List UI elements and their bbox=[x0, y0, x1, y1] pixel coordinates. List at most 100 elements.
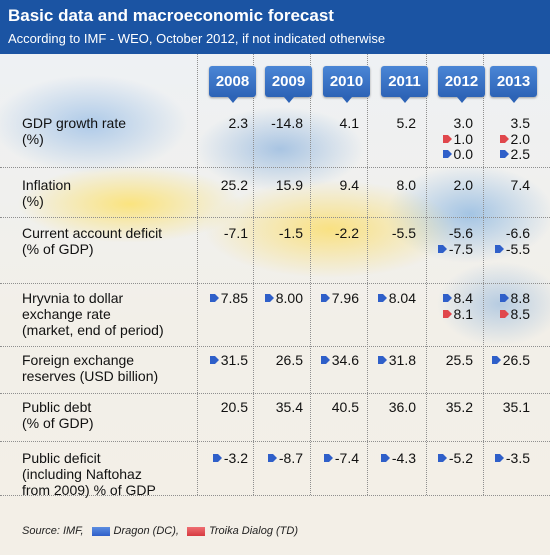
table-cell: 8.8 bbox=[499, 290, 530, 306]
row-label-line: (% of GDP) bbox=[22, 415, 94, 431]
legend-source: Source: IMF, bbox=[22, 525, 84, 537]
table-cell: -3.2 bbox=[212, 450, 248, 466]
header-banner: Basic data and macroeconomic forecast Ac… bbox=[0, 0, 550, 54]
column-divider bbox=[197, 54, 198, 495]
legend-troika-swatch bbox=[186, 526, 205, 536]
table-cell: -1.5 bbox=[279, 225, 303, 241]
table-cell: -4.3 bbox=[380, 450, 416, 466]
row-label-line: (market, end of period) bbox=[22, 322, 164, 338]
table-cell: -7.4 bbox=[323, 450, 359, 466]
legend-dragon-swatch bbox=[91, 526, 110, 536]
cell-value: 8.04 bbox=[388, 290, 416, 306]
row-label-line: Public deficit bbox=[22, 450, 101, 466]
cell-value: -1.5 bbox=[278, 225, 303, 241]
cell-value: -7.4 bbox=[334, 450, 359, 466]
cell-value: 8.00 bbox=[275, 290, 303, 306]
row-label-line: (% of GDP) bbox=[22, 241, 94, 257]
row-divider bbox=[0, 441, 550, 442]
table-cell: 8.0 bbox=[397, 177, 416, 193]
year-header-2008: 2008 bbox=[209, 66, 256, 103]
year-header-2013: 2013 bbox=[490, 66, 537, 103]
cell-value: 0.0 bbox=[453, 146, 473, 162]
legend-troika-label: Troika Dialog (TD) bbox=[208, 525, 298, 537]
row-label: Inflation (%) bbox=[22, 177, 71, 209]
cell-value: 25.2 bbox=[220, 177, 248, 193]
table-cell: 34.6 bbox=[320, 352, 359, 368]
row-label-line: (including Naftohaz bbox=[22, 466, 142, 482]
cell-value: 35.2 bbox=[445, 399, 473, 415]
row-label-line: exchange rate bbox=[22, 306, 111, 322]
cell-value: 2.3 bbox=[228, 115, 248, 131]
table-cell: 20.5 bbox=[221, 399, 248, 415]
cell-value: 26.5 bbox=[275, 352, 303, 368]
cell-value: 8.0 bbox=[396, 177, 416, 193]
cell-value: 5.2 bbox=[396, 115, 416, 131]
table-cell: 2.0 bbox=[454, 177, 473, 193]
cell-value: 7.4 bbox=[510, 177, 530, 193]
cell-value: 25.5 bbox=[445, 352, 473, 368]
table-cell: -6.6 bbox=[506, 225, 530, 241]
row-divider bbox=[0, 167, 550, 168]
year-header-2012: 2012 bbox=[438, 66, 485, 103]
cell-value: 36.0 bbox=[388, 399, 416, 415]
cell-value: -6.6 bbox=[505, 225, 530, 241]
cell-value: 3.0 bbox=[453, 115, 473, 131]
table-cell: 8.04 bbox=[377, 290, 416, 306]
cell-value: -7.5 bbox=[448, 240, 473, 257]
table-cell: 3.5 bbox=[511, 115, 530, 131]
flag-background-image bbox=[0, 54, 550, 510]
row-label: Foreign exchange reserves (USD billion) bbox=[22, 352, 158, 384]
cell-value: 20.5 bbox=[220, 399, 248, 415]
cell-value: 35.1 bbox=[502, 399, 530, 415]
row-label-line: reserves (USD billion) bbox=[22, 368, 159, 384]
table-cell: 8.00 bbox=[264, 290, 303, 306]
table-cell: 7.4 bbox=[511, 177, 530, 193]
row-label-line: from 2009) % of GDP bbox=[22, 482, 156, 498]
table-cell: 8.5 bbox=[499, 306, 530, 322]
table-cell: 36.0 bbox=[389, 399, 416, 415]
table-cell: 31.8 bbox=[377, 352, 416, 368]
cell-value: 1.0 bbox=[453, 130, 473, 147]
table-cell: 26.5 bbox=[276, 352, 303, 368]
cell-value: -5.5 bbox=[505, 240, 530, 257]
year-header-2009: 2009 bbox=[265, 66, 312, 103]
table-cell: 31.5 bbox=[209, 352, 248, 368]
cell-value: -7.1 bbox=[223, 225, 248, 241]
row-divider bbox=[0, 495, 550, 496]
table-cell: 0.0 bbox=[442, 146, 473, 162]
year-header-2010: 2010 bbox=[323, 66, 370, 103]
year-header-2011: 2011 bbox=[381, 66, 428, 103]
table-cell: 8.1 bbox=[442, 306, 473, 322]
column-divider bbox=[310, 54, 311, 495]
cell-value: 7.96 bbox=[331, 290, 359, 306]
row-divider bbox=[0, 393, 550, 394]
table-cell: 3.0 bbox=[454, 115, 473, 131]
cell-value: 26.5 bbox=[502, 352, 530, 368]
row-label-line: Current account deficit bbox=[22, 225, 163, 241]
table-cell: 35.1 bbox=[503, 399, 530, 415]
table-cell: 2.5 bbox=[499, 146, 530, 162]
cell-value: -8.7 bbox=[278, 450, 303, 466]
cell-value: 9.4 bbox=[339, 177, 359, 193]
table-cell: -14.8 bbox=[271, 115, 303, 131]
row-divider bbox=[0, 346, 550, 347]
table-cell: 35.2 bbox=[446, 399, 473, 415]
row-divider bbox=[0, 283, 550, 284]
cell-value: -3.5 bbox=[505, 450, 530, 466]
column-divider bbox=[426, 54, 427, 495]
row-label-line: Inflation bbox=[22, 177, 72, 193]
cell-value: 7.85 bbox=[220, 290, 248, 306]
cell-value: 2.0 bbox=[453, 177, 473, 193]
column-divider bbox=[483, 54, 484, 495]
table-cell: 4.1 bbox=[340, 115, 359, 131]
legend: Source: IMF, Dragon (DC), Troika Dialog … bbox=[22, 525, 298, 537]
table-cell: 25.2 bbox=[221, 177, 248, 193]
cell-value: 8.8 bbox=[510, 290, 530, 306]
table-cell: 15.9 bbox=[276, 177, 303, 193]
row-divider bbox=[0, 217, 550, 218]
table-cell: 40.5 bbox=[332, 399, 359, 415]
cell-value: 15.9 bbox=[275, 177, 303, 193]
table-cell: -8.7 bbox=[267, 450, 303, 466]
table-cell: 35.4 bbox=[276, 399, 303, 415]
